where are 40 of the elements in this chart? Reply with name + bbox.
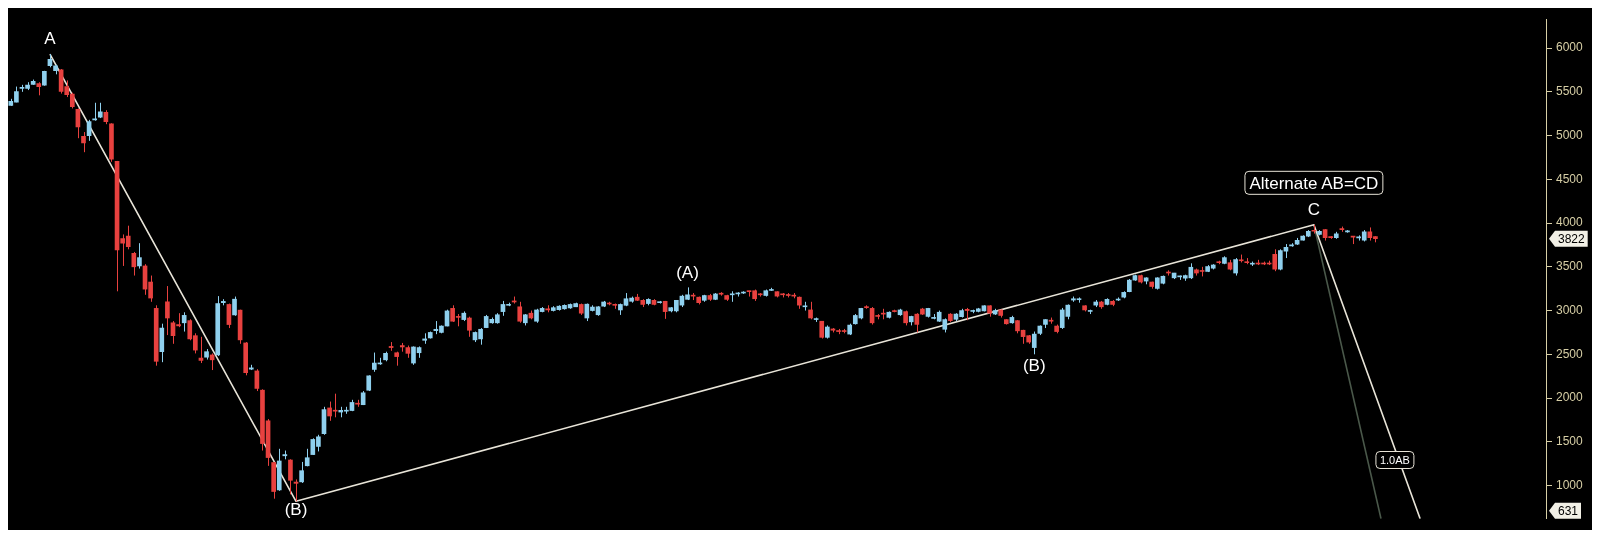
y-tick-label: 4000: [1556, 215, 1584, 230]
y-tick-label: 3000: [1556, 302, 1584, 317]
text: 631: [1558, 504, 1579, 519]
y-tick-label: 1000: [1556, 477, 1584, 492]
annotation: A: [44, 29, 57, 49]
candlestick: [1121, 290, 1127, 299]
annotation: (B): [1022, 356, 1046, 376]
annotation: Alternate AB=CD: [1249, 173, 1379, 193]
candlestick: [517, 301, 523, 324]
candlestick: [1043, 318, 1048, 329]
candlestick: [394, 351, 400, 367]
candlestick: [864, 304, 869, 310]
y-tick-label: 2000: [1556, 390, 1584, 405]
y-tick-label: 5500: [1556, 84, 1584, 99]
annotation: C: [1307, 200, 1321, 219]
candlestick: [724, 294, 729, 302]
candlestick: [612, 303, 618, 310]
candlestick: [36, 81, 42, 96]
candlestick: [657, 300, 662, 305]
y-tick-label: 4500: [1556, 171, 1584, 186]
candlestick: [204, 348, 209, 361]
candlestick: [1345, 229, 1350, 234]
text: 3822: [1558, 231, 1586, 246]
candlestick: [1087, 309, 1093, 315]
candlestick: [545, 304, 551, 313]
y-tick-label: 6000: [1556, 40, 1584, 55]
candlestick: [355, 399, 360, 408]
candlestick: [1289, 242, 1294, 248]
y-tick-label: 1500: [1556, 434, 1584, 449]
annotation: (B): [284, 499, 308, 519]
y-tick-label: 3500: [1556, 259, 1584, 274]
candlestick: [1244, 257, 1250, 265]
candlestick: [1250, 261, 1255, 267]
candlestick: [1222, 255, 1227, 265]
annotation: (A): [676, 262, 699, 282]
y-tick-label: 2500: [1556, 346, 1584, 361]
candlestick: [987, 304, 992, 318]
candlestick: [92, 102, 98, 122]
annotation: 1.0AB: [1379, 454, 1410, 467]
y-tick-label: 5000: [1556, 127, 1584, 142]
